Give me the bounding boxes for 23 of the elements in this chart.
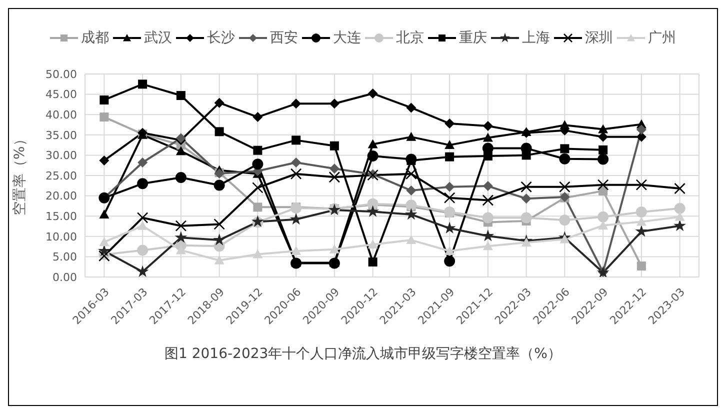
y-tick-label: 50.00 <box>46 68 77 81</box>
y-tick-label: 20.00 <box>46 190 77 203</box>
legend-label: 武汉 <box>144 29 172 47</box>
legend-label: 北京 <box>396 29 424 47</box>
legend-label: 大连 <box>333 29 361 47</box>
y-tick-label: 35.00 <box>46 128 77 142</box>
legend-label: 重庆 <box>459 29 487 47</box>
y-tick-label: 5.00 <box>52 250 77 264</box>
y-tick-label: 15.00 <box>46 210 77 224</box>
y-tick-label: 40.00 <box>46 108 77 122</box>
legend-label: 西安 <box>270 29 298 47</box>
y-tick-label: 10.00 <box>46 230 77 244</box>
legend-label: 成都 <box>81 29 109 47</box>
y-tick-label: 45.00 <box>46 88 77 102</box>
y-tick-label: 30.00 <box>46 149 77 162</box>
legend-label: 广州 <box>648 29 676 47</box>
legend-label: 长沙 <box>207 29 235 47</box>
legend-label: 上海 <box>522 29 550 47</box>
text: 图1 2016-2023年十个人口净流入城市甲级写字楼空置率（%） <box>164 345 562 363</box>
y-axis-title: 空置率（%） <box>12 132 28 216</box>
y-tick-label: 0.00 <box>52 270 77 284</box>
y-tick-label: 25.00 <box>46 169 77 182</box>
legend-label: 深圳 <box>585 29 613 47</box>
